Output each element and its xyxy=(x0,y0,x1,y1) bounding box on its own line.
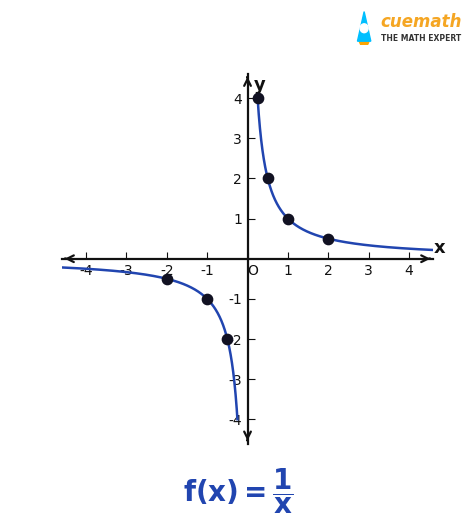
Point xyxy=(163,275,170,283)
Point xyxy=(254,94,261,102)
Point xyxy=(224,335,231,343)
Text: THE MATH EXPERT: THE MATH EXPERT xyxy=(381,34,462,43)
Point xyxy=(325,234,332,243)
Point xyxy=(203,295,211,303)
Text: cuemath: cuemath xyxy=(380,13,462,31)
Polygon shape xyxy=(359,41,369,52)
Point xyxy=(284,214,292,223)
Text: y: y xyxy=(254,76,265,94)
Polygon shape xyxy=(357,12,371,41)
Text: $\mathbf{f(x) = \dfrac{1}{x}}$: $\mathbf{f(x) = \dfrac{1}{x}}$ xyxy=(183,466,293,516)
Circle shape xyxy=(360,24,368,33)
Point xyxy=(264,174,271,183)
Text: x: x xyxy=(434,239,445,257)
